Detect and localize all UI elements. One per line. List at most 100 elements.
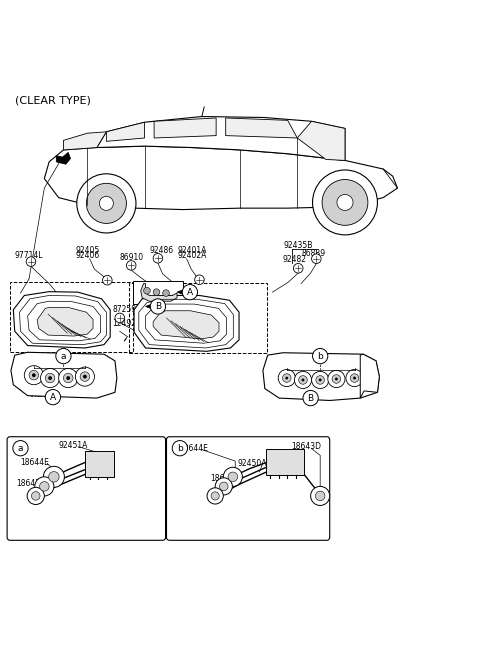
Circle shape xyxy=(312,349,328,364)
Circle shape xyxy=(312,170,377,235)
Text: 92402A: 92402A xyxy=(177,251,206,260)
Text: b: b xyxy=(177,443,183,453)
Circle shape xyxy=(182,285,198,300)
Circle shape xyxy=(45,389,60,405)
Circle shape xyxy=(59,368,78,388)
Text: 18644E: 18644E xyxy=(179,443,208,453)
Text: 86910: 86910 xyxy=(120,253,144,262)
Polygon shape xyxy=(13,292,110,348)
Circle shape xyxy=(29,370,38,380)
Circle shape xyxy=(223,468,242,486)
Circle shape xyxy=(316,375,324,384)
Circle shape xyxy=(285,377,288,379)
Circle shape xyxy=(115,313,124,323)
Circle shape xyxy=(353,377,356,379)
Text: A: A xyxy=(187,287,193,296)
Polygon shape xyxy=(107,122,144,141)
Circle shape xyxy=(319,379,322,381)
Circle shape xyxy=(83,375,87,379)
FancyBboxPatch shape xyxy=(167,437,330,540)
Circle shape xyxy=(13,441,28,456)
Circle shape xyxy=(311,486,330,505)
Circle shape xyxy=(26,257,36,266)
Circle shape xyxy=(335,377,338,381)
Circle shape xyxy=(66,376,70,380)
Polygon shape xyxy=(44,146,397,210)
Bar xyxy=(10,281,133,352)
Polygon shape xyxy=(263,353,379,400)
Circle shape xyxy=(207,488,223,504)
Text: 18644E: 18644E xyxy=(21,458,49,467)
Circle shape xyxy=(24,366,43,385)
Circle shape xyxy=(86,183,126,223)
Circle shape xyxy=(163,290,169,296)
Circle shape xyxy=(77,174,136,233)
Text: 92435B: 92435B xyxy=(284,241,313,249)
Circle shape xyxy=(39,482,49,491)
Text: 92406: 92406 xyxy=(75,251,100,260)
Circle shape xyxy=(346,370,363,387)
Text: 12492: 12492 xyxy=(112,319,136,328)
Circle shape xyxy=(153,253,163,263)
Circle shape xyxy=(219,482,228,490)
Circle shape xyxy=(56,349,71,364)
Polygon shape xyxy=(154,118,216,138)
Circle shape xyxy=(99,197,113,210)
Circle shape xyxy=(195,275,204,285)
Circle shape xyxy=(315,491,325,501)
Text: VIEW: VIEW xyxy=(287,390,310,400)
Circle shape xyxy=(312,372,329,389)
Polygon shape xyxy=(11,352,117,398)
Circle shape xyxy=(303,390,318,406)
Circle shape xyxy=(282,374,291,383)
FancyBboxPatch shape xyxy=(7,437,166,540)
Polygon shape xyxy=(145,304,153,310)
Circle shape xyxy=(278,370,295,387)
Text: b: b xyxy=(317,351,323,360)
Circle shape xyxy=(312,254,321,264)
Circle shape xyxy=(103,276,112,285)
Circle shape xyxy=(75,367,95,386)
Circle shape xyxy=(172,441,188,456)
Circle shape xyxy=(35,477,54,496)
Circle shape xyxy=(126,261,136,270)
Circle shape xyxy=(294,372,312,389)
Text: 92482: 92482 xyxy=(283,255,307,264)
Polygon shape xyxy=(153,311,219,339)
Circle shape xyxy=(322,180,368,225)
Circle shape xyxy=(144,287,150,294)
Circle shape xyxy=(80,372,90,381)
Polygon shape xyxy=(37,308,93,336)
Bar xyxy=(132,281,183,304)
Polygon shape xyxy=(134,295,239,351)
Polygon shape xyxy=(360,354,379,398)
Circle shape xyxy=(43,466,64,487)
Text: A: A xyxy=(50,392,56,402)
Polygon shape xyxy=(177,289,185,295)
Text: 92451A: 92451A xyxy=(59,441,88,451)
Text: 86839: 86839 xyxy=(301,249,325,258)
Bar xyxy=(85,451,114,477)
Circle shape xyxy=(150,299,166,314)
Text: a: a xyxy=(18,443,23,453)
Text: 18643D: 18643D xyxy=(291,442,322,451)
Polygon shape xyxy=(63,132,107,150)
Circle shape xyxy=(32,492,40,500)
Bar xyxy=(129,283,267,353)
Text: VIEW: VIEW xyxy=(29,390,52,398)
Circle shape xyxy=(228,472,238,482)
Circle shape xyxy=(48,471,59,482)
Text: B: B xyxy=(155,302,161,311)
Circle shape xyxy=(48,376,52,380)
Circle shape xyxy=(211,492,219,500)
Circle shape xyxy=(299,375,307,384)
Circle shape xyxy=(153,289,160,295)
Text: (CLEAR TYPE): (CLEAR TYPE) xyxy=(15,95,91,105)
Circle shape xyxy=(32,374,36,377)
Text: 92401A: 92401A xyxy=(177,246,206,255)
Circle shape xyxy=(301,379,304,381)
Circle shape xyxy=(293,264,303,273)
Polygon shape xyxy=(56,152,71,165)
Circle shape xyxy=(332,375,341,383)
Circle shape xyxy=(40,368,60,388)
